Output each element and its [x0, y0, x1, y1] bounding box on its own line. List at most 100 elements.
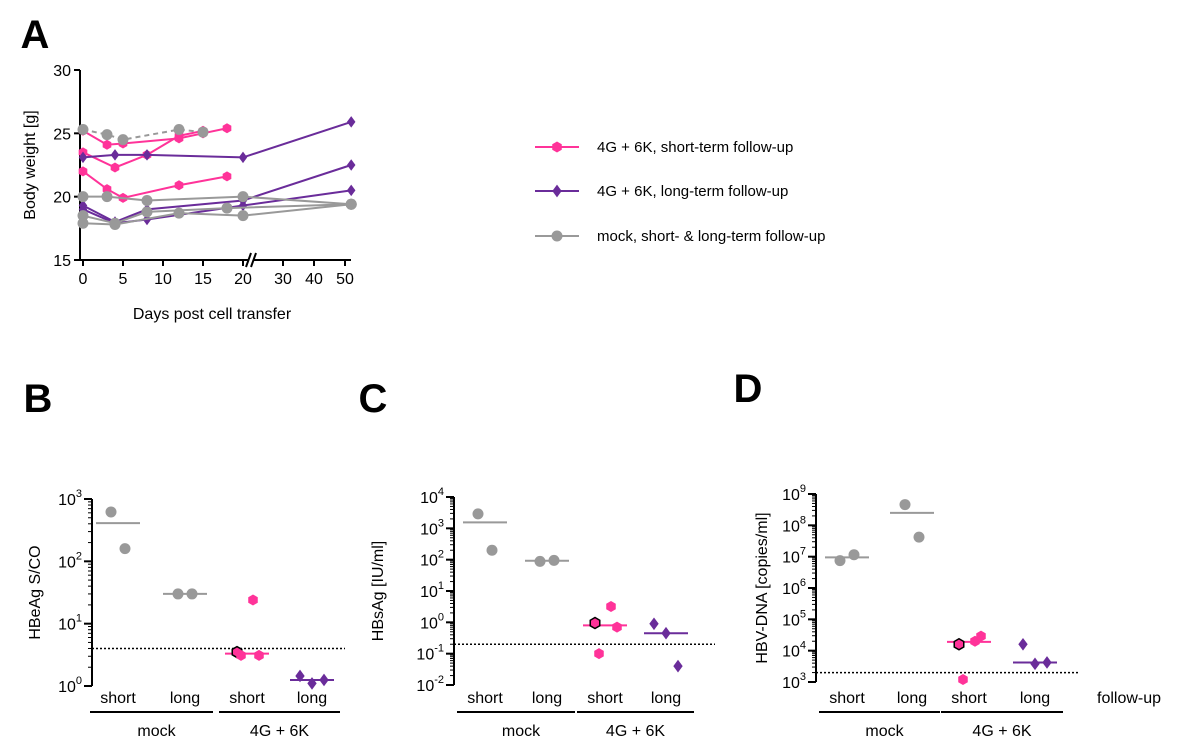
data-point-highlight	[589, 616, 601, 630]
data-point-long	[307, 677, 317, 690]
y-tick-label: 103	[782, 671, 806, 692]
y-tick-label: 30	[53, 63, 71, 80]
panel-label-d: D	[734, 367, 763, 411]
y-tick-label: 100	[420, 611, 444, 632]
data-point-short	[958, 674, 968, 686]
data-point-mock	[237, 210, 249, 222]
y-tick-label: 102	[58, 550, 82, 571]
data-point-mock	[173, 207, 185, 219]
panel-d-chart: D 103 104 105 106 107 108 109 HBV-DNA [copies/ml…	[734, 367, 1162, 740]
group-label: mock	[137, 723, 176, 740]
data-point-mock	[101, 191, 113, 203]
data-point-mock	[913, 531, 925, 543]
data-point-mock	[77, 217, 89, 229]
data-point-long	[1018, 637, 1028, 651]
data-point-short	[222, 123, 232, 134]
legend-marker	[552, 141, 562, 153]
category-label: short	[467, 690, 503, 707]
category-label: short	[100, 690, 136, 707]
data-point-short	[102, 139, 112, 150]
group-label: mock	[865, 723, 904, 740]
y-tick-label: 102	[420, 549, 444, 570]
data-point-long	[142, 149, 152, 161]
legend-label: mock, short- & long-term follow-up	[597, 228, 825, 245]
x-tick-label: 40	[305, 271, 323, 288]
category-label: long	[170, 690, 200, 707]
data-point-long	[649, 617, 659, 631]
data-point-long	[673, 659, 683, 673]
data-point-mock	[117, 134, 129, 146]
data-point-short	[606, 601, 616, 613]
y-tick-label: 20	[53, 190, 71, 207]
data-point-short	[222, 171, 232, 182]
data-point-mock	[548, 554, 560, 566]
legend-marker	[551, 230, 563, 242]
data-point-mock	[119, 543, 131, 555]
y-tick-label: 106	[782, 577, 806, 598]
data-point-long	[319, 673, 329, 687]
data-point-mock	[173, 124, 185, 136]
data-point-mock	[77, 191, 89, 203]
data-point-short	[248, 594, 258, 606]
data-point-short	[102, 184, 112, 195]
category-label: long	[1020, 690, 1050, 707]
data-point-short	[254, 649, 264, 661]
x-tick-label: 10	[154, 271, 172, 288]
data-point-long	[346, 159, 356, 171]
y-axis-label: HBV-DNA [copies/ml]	[754, 512, 771, 663]
data-point-mock	[141, 206, 153, 218]
group-label: mock	[502, 723, 541, 740]
y-tick-label: 103	[58, 488, 82, 509]
data-point-mock	[221, 202, 233, 214]
legend-label: 4G + 6K, long-term follow-up	[597, 183, 788, 200]
y-tick-label: 25	[53, 126, 71, 143]
y-tick-label: 105	[782, 608, 806, 629]
group-label: 4G + 6K	[972, 723, 1031, 740]
data-point-long	[295, 669, 305, 683]
data-point-long	[346, 116, 356, 128]
data-point-mock	[848, 549, 860, 561]
category-label: short	[587, 690, 623, 707]
data-point-short	[110, 162, 120, 173]
y-tick-label: 109	[782, 483, 806, 504]
data-point-short	[976, 630, 986, 642]
panel-a-chart: A 15 20 25 30 0 5 10 15 20 30 40 50 Days post cell tr…	[21, 13, 826, 323]
data-point-mock	[77, 210, 89, 222]
y-axis-label: Body weight [g]	[22, 110, 39, 219]
data-point-mock	[899, 499, 911, 511]
data-point-mock	[834, 555, 846, 567]
data-point-short	[590, 617, 600, 629]
data-point-mock	[105, 506, 117, 518]
panel-c-chart: C 10-2 10-1 100 101 102 103 104 HBsAg [IU/ml] sho…	[359, 377, 715, 740]
data-point-short	[78, 166, 88, 177]
y-tick-label: 107	[782, 546, 806, 567]
group-label: 4G + 6K	[250, 723, 309, 740]
data-point-long	[110, 149, 120, 161]
data-point-short	[612, 621, 622, 633]
y-axis-label: HBeAg S/CO	[27, 545, 44, 639]
category-label: long	[532, 690, 562, 707]
x-tick-label: 5	[119, 271, 128, 288]
data-point-mock	[141, 194, 153, 206]
panel-label-c: C	[359, 377, 388, 421]
x-tick-label: 20	[234, 271, 252, 288]
y-tick-label: 104	[782, 640, 806, 661]
data-point-long	[661, 626, 671, 640]
data-point-short	[236, 649, 246, 661]
y-tick-label: 15	[53, 253, 71, 270]
data-point-long	[1030, 657, 1040, 671]
panel-b-chart: B 100 101 102 103 HBeAg S/CO short long short lon…	[24, 377, 345, 740]
data-point-short	[174, 180, 184, 191]
data-point-mock	[186, 588, 198, 600]
axis-break-mark	[245, 252, 252, 268]
y-tick-label: 101	[58, 613, 82, 634]
category-label: short	[829, 690, 865, 707]
x-tick-label: 50	[336, 271, 354, 288]
category-label: short	[951, 690, 987, 707]
data-point-mock	[77, 124, 89, 136]
data-point-mock	[237, 191, 249, 203]
data-point-mock	[109, 219, 121, 231]
data-point-mock	[472, 508, 484, 520]
category-label: long	[651, 690, 681, 707]
